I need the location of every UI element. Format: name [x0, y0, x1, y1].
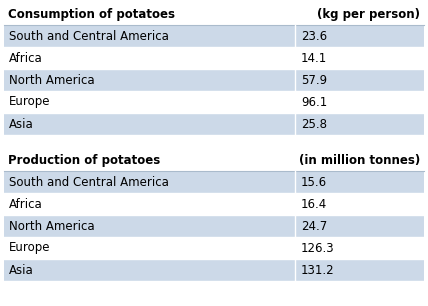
Text: Africa: Africa — [9, 51, 43, 65]
Text: 96.1: 96.1 — [301, 95, 327, 109]
Bar — [4, 259, 424, 281]
Bar — [4, 215, 424, 237]
Bar — [4, 113, 424, 135]
Text: South and Central America: South and Central America — [9, 29, 169, 43]
Bar — [4, 47, 424, 69]
Text: 16.4: 16.4 — [301, 197, 327, 211]
Bar — [4, 193, 424, 215]
Text: (kg per person): (kg per person) — [317, 8, 420, 21]
Text: Consumption of potatoes: Consumption of potatoes — [8, 8, 175, 21]
Text: Asia: Asia — [9, 263, 34, 277]
Text: South and Central America: South and Central America — [9, 176, 169, 188]
Bar — [4, 25, 424, 47]
Bar — [4, 91, 424, 113]
Text: 24.7: 24.7 — [301, 219, 327, 233]
Text: Asia: Asia — [9, 118, 34, 130]
Text: 15.6: 15.6 — [301, 176, 327, 188]
Text: 131.2: 131.2 — [301, 263, 335, 277]
Text: (in million tonnes): (in million tonnes) — [299, 154, 420, 167]
Text: 57.9: 57.9 — [301, 73, 327, 87]
Text: Africa: Africa — [9, 197, 43, 211]
Text: North America: North America — [9, 73, 95, 87]
Text: Europe: Europe — [9, 241, 51, 255]
Text: 25.8: 25.8 — [301, 118, 327, 130]
Text: 23.6: 23.6 — [301, 29, 327, 43]
Text: 14.1: 14.1 — [301, 51, 327, 65]
Bar — [4, 237, 424, 259]
Text: Europe: Europe — [9, 95, 51, 109]
Bar — [4, 171, 424, 193]
Text: North America: North America — [9, 219, 95, 233]
Text: 126.3: 126.3 — [301, 241, 335, 255]
Bar — [4, 69, 424, 91]
Text: Production of potatoes: Production of potatoes — [8, 154, 160, 167]
